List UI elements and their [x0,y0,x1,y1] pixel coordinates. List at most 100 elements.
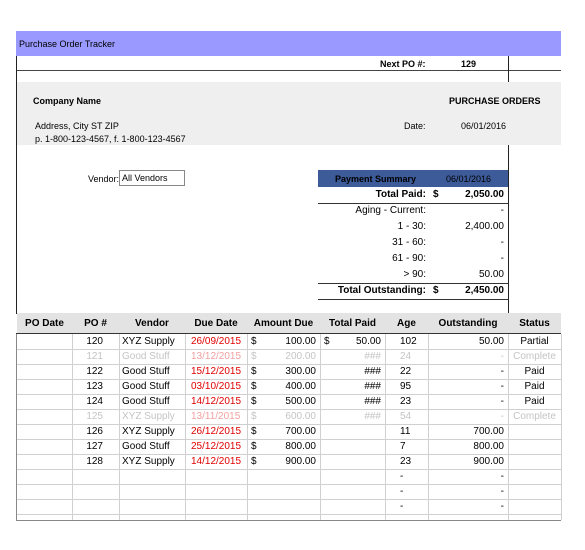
outstanding: - [500,486,504,497]
column-header[interactable]: Outstanding [438,318,498,329]
vendor-name: Good Stuff [122,381,170,392]
amount-due: 700.00 [285,426,316,437]
vendor-name: Good Stuff [122,396,170,407]
amount-due: 600.00 [285,411,316,422]
divider [318,203,508,204]
age: 7 [400,441,406,452]
amount-due: 200.00 [285,351,316,362]
total-paid: ### [364,366,381,377]
po-number: 125 [86,411,103,422]
po-number: 128 [86,456,103,467]
po-number: 126 [86,426,103,437]
divider [16,520,561,521]
status[interactable]: Complete [513,411,556,422]
divider [17,499,561,500]
date-value[interactable]: 06/01/2016 [461,121,507,131]
summary-row-label: 61 - 90: [392,253,426,264]
summary-row-value: 50.00 [478,269,504,280]
outstanding: - [500,471,504,482]
company-header [17,82,561,145]
column-header[interactable]: Due Date [194,318,238,329]
vendor-name: XYZ Supply [122,336,175,347]
outstanding: 700.00 [473,426,504,437]
due-date: 13/12/2015 [191,351,242,362]
status[interactable]: Paid [524,381,545,392]
column-header[interactable]: Total Paid [328,318,377,329]
summary-row-label: > 90: [403,269,426,280]
po-number: 124 [86,396,103,407]
po-number: 127 [86,441,103,452]
divider [508,56,509,82]
vendor-name: XYZ Supply [122,411,175,422]
payment-summary-header [318,170,508,187]
outstanding: - [500,396,504,407]
divider [17,514,561,515]
due-date: 13/11/2015 [191,411,241,422]
divider [561,334,562,520]
total-paid: 50.00 [355,336,381,347]
age: 23 [400,396,412,407]
next-po-label: Next PO #: [380,59,426,69]
divider [17,439,561,440]
outstanding: - [500,381,504,392]
vendor-name: XYZ Supply [122,456,175,467]
outstanding: - [500,501,504,512]
summary-row-value: - [500,253,504,264]
outstanding: - [500,351,504,362]
divider [17,379,561,380]
divider [119,334,120,520]
due-date: 03/10/2015 [191,381,242,392]
po-number: 123 [86,381,103,392]
summary-row-label: 1 - 30: [397,221,426,232]
divider [247,334,248,520]
column-header[interactable]: PO # [84,318,107,329]
age: 22 [400,366,412,377]
status[interactable]: Paid [524,396,545,407]
title-bar [16,31,561,56]
column-header[interactable]: Amount Due [253,318,314,329]
divider [508,145,509,313]
po-number: 120 [86,336,103,347]
column-header[interactable]: Age [397,318,416,329]
amount-due: 400.00 [285,381,316,392]
vendor-filter-input[interactable]: All Vendors [119,170,185,186]
amount-currency: $ [251,396,257,407]
summary-row-value: - [500,205,504,216]
divider [17,364,561,365]
status[interactable]: Complete [513,351,556,362]
column-header[interactable]: Vendor [135,318,169,329]
amount-due: 100.00 [285,336,316,347]
divider [17,484,561,485]
divider [318,283,508,284]
due-date: 14/12/2015 [191,456,242,467]
status[interactable]: Partial [520,336,549,347]
outstanding: 50.00 [478,336,504,347]
divider [17,349,561,350]
column-header[interactable]: Status [519,318,550,329]
amount-currency: $ [251,336,257,347]
amount-currency: $ [251,426,257,437]
age: 24 [400,351,412,362]
divider [16,70,561,71]
age: - [400,501,404,512]
payment-summary-title: Payment Summary [335,174,417,184]
divider [17,424,561,425]
status[interactable]: Paid [524,366,545,377]
divider [318,299,508,300]
column-header[interactable]: PO Date [25,318,64,329]
age: 11 [400,426,411,437]
summary-row-label: 31 - 60: [392,237,426,248]
next-po-value[interactable]: 129 [461,59,477,69]
age: 95 [400,381,412,392]
company-address: Address, City ST ZIP [35,121,119,131]
amount-currency: $ [251,381,257,392]
divider [17,454,561,455]
sheet-title: Purchase Order Tracker [19,39,116,49]
date-label: Date: [404,121,426,131]
vendor-name: XYZ Supply [122,426,175,437]
total-paid: ### [364,411,381,422]
divider [508,334,509,520]
due-date: 25/12/2015 [191,441,242,452]
summary-row-value: 2,450.00 [465,285,504,296]
outstanding: 900.00 [473,456,504,467]
